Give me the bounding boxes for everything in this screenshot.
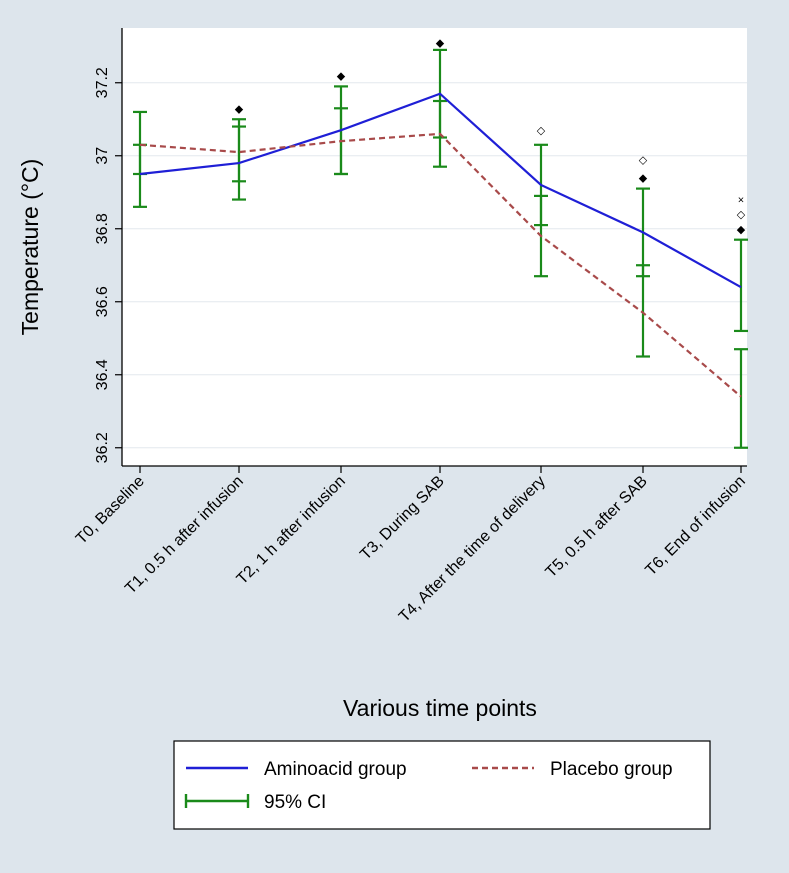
axes bbox=[115, 28, 747, 473]
grid bbox=[122, 82, 747, 449]
outlier-markers: ◆ ◆ ◆ ◇ ◇ ◆ × ◇ ◆ bbox=[235, 38, 746, 236]
outlier-marker: × bbox=[738, 195, 744, 207]
y-tick-label: 36.4 bbox=[94, 359, 111, 390]
outlier-marker: ◆ bbox=[737, 224, 746, 236]
x-axis-label: Various time points bbox=[343, 695, 537, 721]
series-line-placebo bbox=[139, 132, 742, 398]
legend-label-ci: 95% CI bbox=[264, 792, 326, 813]
outlier-marker: ◆ bbox=[639, 173, 648, 185]
y-tick-label: 36.8 bbox=[94, 213, 111, 244]
y-tick-label: 36.6 bbox=[94, 286, 111, 317]
y-tick-label: 37 bbox=[94, 147, 111, 165]
y-tick-label: 37.2 bbox=[94, 67, 111, 98]
outlier-marker: ◆ bbox=[436, 38, 445, 50]
legend-label-aminoacid: Aminoacid group bbox=[264, 759, 407, 780]
outlier-marker: ◇ bbox=[537, 125, 546, 137]
legend-box bbox=[173, 740, 711, 830]
series-lines bbox=[139, 92, 742, 398]
y-tick-label: 36.2 bbox=[94, 432, 111, 463]
series-line-aminoacid bbox=[139, 92, 742, 289]
outlier-marker: ◆ bbox=[235, 103, 244, 115]
legend-label-placebo: Placebo group bbox=[550, 759, 673, 780]
outlier-marker: ◇ bbox=[737, 209, 746, 221]
legend-swatch-ci bbox=[184, 794, 250, 808]
legend: Aminoacid group Placebo group 95% CI bbox=[173, 740, 711, 830]
y-axis-label: Temperature (°C) bbox=[17, 159, 43, 336]
outlier-marker: ◆ bbox=[337, 70, 346, 82]
outlier-marker: ◇ bbox=[639, 154, 648, 166]
plot-area bbox=[122, 28, 747, 466]
